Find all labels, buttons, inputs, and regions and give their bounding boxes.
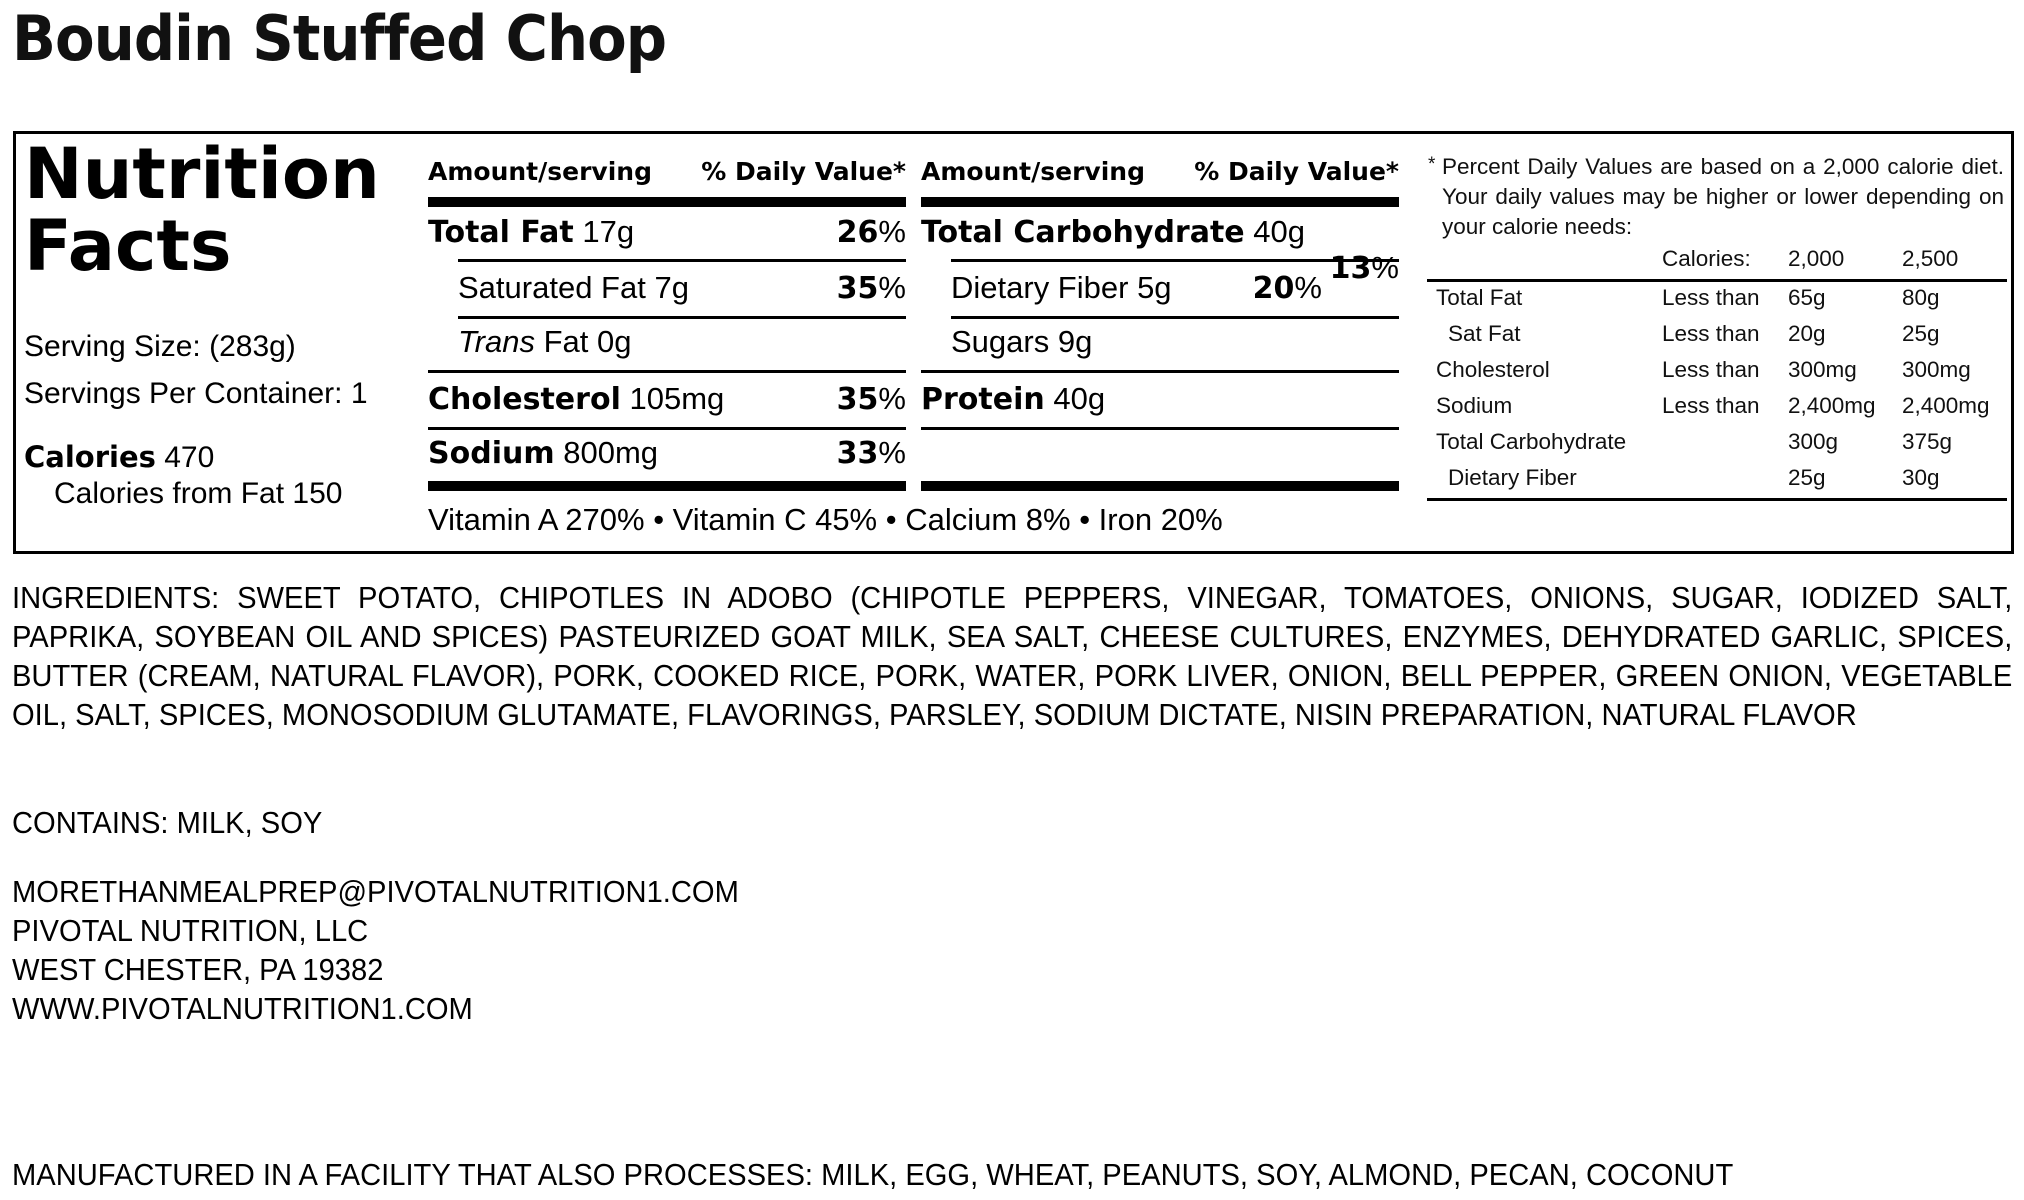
rule — [428, 427, 906, 430]
col1-thick-rule-top — [428, 197, 906, 207]
row-sugars: Sugars 9g — [951, 324, 1092, 360]
allergen-contains: CONTAINS: MILK, SOY — [12, 805, 323, 840]
daily-value-footnote: * Percent Daily Values are based on a 2,… — [1428, 152, 2004, 242]
ref-value-2500: 80g — [1902, 285, 1940, 310]
row-sodium: Sodium 800mg — [428, 435, 658, 471]
ref-value-2500: 30g — [1902, 465, 1940, 490]
ref-nutrient: Sat Fat — [1448, 321, 1521, 346]
ref-nutrient: Cholesterol — [1436, 357, 1550, 382]
ref-qualifier: Less than — [1662, 393, 1760, 418]
dv-dietary-fiber: 20% — [1252, 270, 1322, 306]
nutrient-amount: 40g — [1253, 214, 1306, 249]
ref-value-2000: 2,400mg — [1788, 393, 1876, 418]
nutrient-name-italic: Trans — [458, 324, 535, 359]
col1-header-dv: % Daily Value* — [701, 157, 906, 186]
row-saturated-fat: Saturated Fat 7g — [458, 270, 689, 306]
row-cholesterol: Cholesterol 105mg — [428, 381, 724, 417]
dv-cholesterol: 35% — [836, 381, 906, 417]
nutrient-amount: 40g — [1053, 381, 1106, 416]
rule — [951, 259, 1399, 262]
dv-saturated-fat: 35% — [836, 270, 906, 306]
row-total-fat: Total Fat 17g — [428, 214, 634, 250]
ref-nutrient: Total Carbohydrate — [1436, 429, 1627, 454]
header-col-2500: 2,500 — [1902, 246, 1959, 271]
ref-value-2500: 300mg — [1902, 357, 1971, 382]
calories-label: Calories — [24, 440, 156, 474]
row-total-carbohydrate: Total Carbohydrate 40g — [921, 214, 1305, 250]
nutrient-amount: 105mg — [629, 381, 725, 416]
footnote-rule-top — [1427, 279, 2007, 282]
nutrient-name: Fat — [543, 324, 589, 359]
ref-value-2000: 65g — [1788, 285, 1826, 310]
col2-header-amount: Amount/serving — [921, 157, 1145, 186]
servings-per-container: Servings Per Container: 1 — [24, 377, 368, 410]
nutrition-facts-panel — [13, 131, 2014, 554]
serving-size: Serving Size: (283g) — [24, 330, 296, 363]
rule — [921, 370, 1399, 373]
nutrient-amount: 5g — [1137, 270, 1172, 305]
nutrient-name: Total Carbohydrate — [921, 215, 1245, 250]
nutrient-amount: 800mg — [563, 435, 659, 470]
ref-qualifier: Less than — [1662, 357, 1760, 382]
rule — [458, 316, 906, 319]
row-trans-fat: Trans Fat 0g — [458, 324, 631, 360]
product-title: Boudin Stuffed Chop — [12, 2, 667, 75]
dv-sodium: 33% — [836, 435, 906, 471]
ref-nutrient: Sodium — [1436, 393, 1513, 418]
company-website: WWW.PIVOTALNUTRITION1.COM — [12, 991, 473, 1026]
nutrient-name: Sodium — [428, 436, 555, 471]
ref-value-2500: 375g — [1902, 429, 1953, 454]
rule — [458, 259, 906, 262]
vitamins-minerals-line: Vitamin A 270% • Vitamin C 45% • Calcium… — [428, 502, 1223, 537]
dv-total-fat: 26% — [836, 214, 906, 250]
footnote-asterisk: * — [1428, 154, 1436, 175]
rule — [921, 427, 1399, 430]
ref-qualifier: Less than — [1662, 285, 1760, 310]
heading-line-2: Facts — [24, 205, 232, 287]
nutrition-facts-heading: Nutrition Facts — [24, 138, 380, 282]
col2-header-dv: % Daily Value* — [1194, 157, 1399, 186]
nutrient-name: Total Fat — [428, 215, 574, 250]
footnote-rule-bottom — [1427, 498, 2007, 501]
col2-thick-rule-bottom — [921, 481, 1399, 491]
rule — [951, 316, 1399, 319]
nutrient-name: Protein — [921, 382, 1045, 417]
nutrient-amount: 17g — [582, 214, 635, 249]
contact-email: MORETHANMEALPREP@PIVOTALNUTRITION1.COM — [12, 874, 739, 909]
nutrient-name: Cholesterol — [428, 382, 621, 417]
header-calories-label: Calories: — [1662, 246, 1751, 271]
dv-total-carbohydrate: 13% — [1329, 250, 1399, 286]
ref-nutrient: Total Fat — [1436, 285, 1523, 310]
facility-allergen-warning: MANUFACTURED IN A FACILITY THAT ALSO PRO… — [12, 1157, 1734, 1192]
header-col-2000: 2,000 — [1788, 246, 1845, 271]
rule — [428, 370, 906, 373]
ref-value-2000: 20g — [1788, 321, 1826, 346]
col1-thick-rule-bottom — [428, 481, 906, 491]
row-dietary-fiber: Dietary Fiber 5g — [951, 270, 1172, 306]
heading-line-1: Nutrition — [24, 133, 380, 215]
company-address: WEST CHESTER, PA 19382 — [12, 952, 384, 987]
nutrient-name: Saturated Fat — [458, 270, 646, 305]
col1-header-amount: Amount/serving — [428, 157, 652, 186]
footnote-text: Percent Daily Values are based on a 2,00… — [1442, 154, 2004, 239]
nutrient-name: Dietary Fiber — [951, 270, 1129, 305]
col2-thick-rule-top — [921, 197, 1399, 207]
nutrient-amount: 0g — [597, 324, 632, 359]
calories-from-fat: Calories from Fat 150 — [54, 477, 343, 510]
nutrient-amount: 7g — [654, 270, 689, 305]
ingredients-text: INGREDIENTS: SWEET POTATO, CHIPOTLES IN … — [12, 580, 2013, 732]
row-protein: Protein 40g — [921, 381, 1105, 417]
ref-value-2500: 25g — [1902, 321, 1940, 346]
company-name: PIVOTAL NUTRITION, LLC — [12, 913, 369, 948]
calories-line: Calories 470 — [24, 440, 214, 475]
ref-value-2500: 2,400mg — [1902, 393, 1990, 418]
nutrient-amount: 9g — [1057, 324, 1093, 359]
ref-value-2000: 300mg — [1788, 357, 1857, 382]
calories-value: 470 — [164, 441, 215, 474]
nutrient-name: Sugars — [951, 324, 1050, 359]
ref-qualifier: Less than — [1662, 321, 1760, 346]
ref-value-2000: 25g — [1788, 465, 1826, 490]
ref-value-2000: 300g — [1788, 429, 1839, 454]
ref-nutrient: Dietary Fiber — [1448, 465, 1577, 490]
